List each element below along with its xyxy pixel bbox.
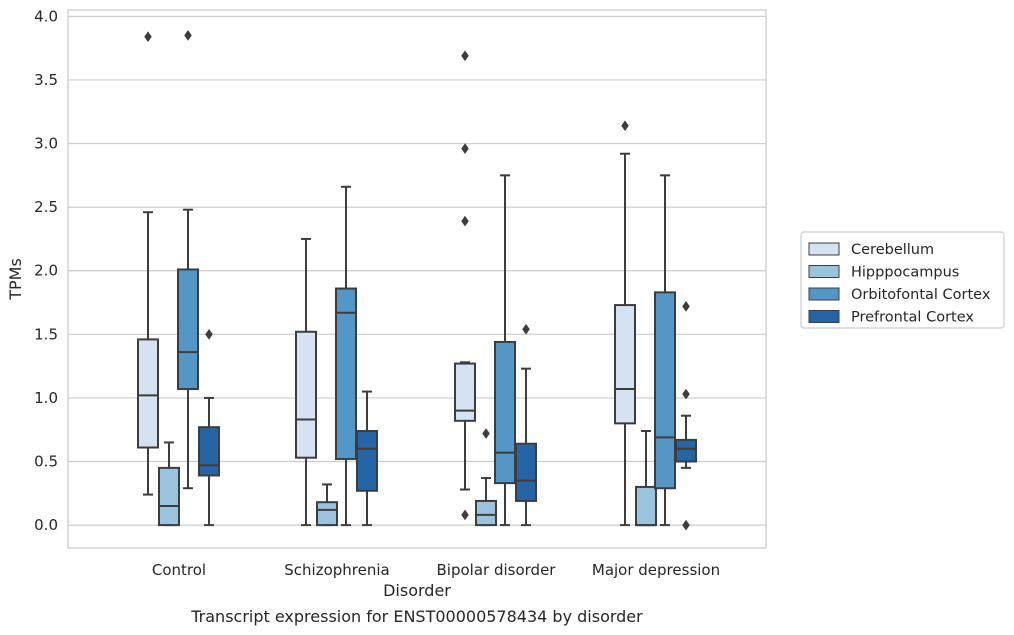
y-tick-label: 0.0 — [34, 516, 58, 534]
box-group — [635, 429, 657, 527]
box-iqr — [198, 426, 220, 477]
box-flier — [682, 300, 690, 312]
y-axis-label: TPMs — [6, 258, 25, 301]
legend-swatch — [808, 242, 840, 256]
x-tick-label: Control — [152, 561, 206, 579]
box-group — [295, 237, 317, 527]
chart-caption: Transcript expression for ENST0000057843… — [190, 607, 643, 626]
legend-label: Prefrontal Cortex — [851, 310, 974, 326]
box-flier — [461, 509, 469, 521]
x-tick-label: Schizophrenia — [284, 561, 389, 579]
legend-swatch — [808, 310, 840, 323]
box-iqr — [675, 438, 697, 463]
box-group — [356, 390, 378, 527]
box-iqr — [515, 442, 537, 502]
box-iqr — [654, 291, 676, 490]
legend-label: Orbitofontal Cortex — [851, 287, 991, 303]
legend-item: Hipppocampus — [808, 265, 959, 281]
box-flier — [482, 428, 490, 439]
y-tick-label: 4.0 — [34, 7, 58, 25]
box-group — [158, 441, 180, 527]
y-tick-label: 1.5 — [34, 325, 58, 343]
box-group — [494, 174, 516, 527]
box-group — [454, 50, 476, 521]
box-flier — [621, 120, 629, 132]
legend-frame — [800, 231, 1005, 329]
box-group — [335, 185, 357, 527]
box-iqr — [295, 330, 317, 459]
box-iqr — [454, 362, 476, 422]
plot-frame — [67, 9, 767, 549]
legend-item: Orbitofontal Cortex — [808, 287, 991, 303]
box-iqr — [475, 499, 497, 527]
box-flier — [461, 50, 469, 62]
box-iqr — [137, 338, 159, 449]
box-iqr — [635, 485, 657, 527]
legend-swatch — [808, 287, 840, 301]
box-iqr — [494, 340, 516, 485]
box-group — [316, 483, 338, 527]
box-flier — [461, 215, 469, 227]
box-flier — [522, 323, 530, 335]
boxes-layer — [137, 30, 697, 531]
box-iqr — [356, 429, 378, 492]
box-flier — [184, 30, 192, 41]
box-iqr — [316, 501, 338, 527]
box-group — [177, 30, 199, 490]
y-tick-label: 1.0 — [34, 389, 58, 407]
y-tick-label: 3.5 — [34, 71, 58, 89]
legend-swatch — [808, 265, 840, 278]
box-iqr — [614, 304, 636, 425]
legend-label: Hipppocampus — [851, 265, 959, 281]
box-group — [675, 300, 697, 531]
box-iqr — [335, 287, 357, 460]
x-tick-labels: Control Schizophrenia Bipolar disorder Majo… — [152, 561, 720, 579]
box-flier — [461, 143, 469, 155]
box-flier — [682, 388, 690, 400]
legend-item: Cerebellum — [808, 242, 934, 258]
box-group — [515, 323, 537, 527]
box-group — [137, 31, 159, 496]
box-iqr — [158, 466, 180, 527]
box-iqr — [177, 268, 199, 391]
x-tick-label: Bipolar disorder — [437, 561, 557, 579]
legend-label: Cerebellum — [851, 242, 934, 258]
box-flier — [682, 519, 690, 531]
box-group — [614, 120, 636, 527]
y-tick-labels: 0.0 0.5 1.0 1.5 2.0 2.5 3.0 3.5 4.0 — [34, 7, 58, 534]
box-group — [654, 174, 676, 527]
legend-item: Prefrontal Cortex — [808, 310, 974, 326]
x-axis-label: Disorder — [383, 581, 451, 600]
y-tick-label: 3.0 — [34, 135, 58, 153]
y-tick-label: 2.0 — [34, 262, 58, 280]
y-tick-label: 2.5 — [34, 198, 58, 216]
legend: Cerebellum Hipppocampus Orbitofontal Corte… — [800, 231, 1005, 329]
box-flier — [205, 328, 213, 340]
box-group — [198, 328, 220, 527]
box-flier — [144, 31, 152, 43]
box-group — [475, 428, 497, 527]
y-tick-label: 0.5 — [34, 453, 58, 471]
x-tick-label: Major depression — [592, 561, 720, 579]
